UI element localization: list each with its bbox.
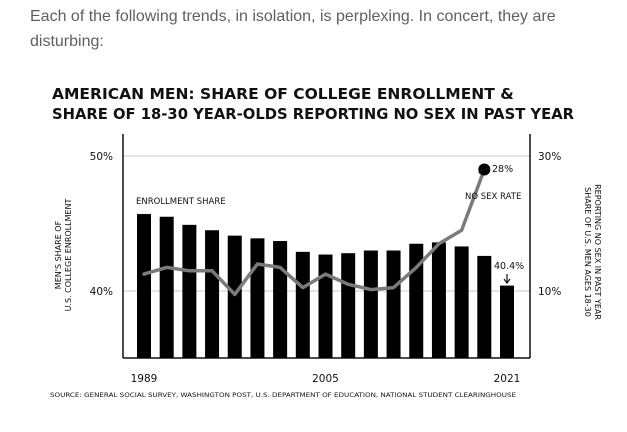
- left-tick-label: 40%: [90, 286, 113, 298]
- annotation-28-percent: 28%: [492, 164, 513, 175]
- right-tick-label: 10%: [538, 286, 561, 298]
- right-axis-label-line1: SHARE OF U.S. MEN AGES 18-30: [583, 187, 592, 317]
- enrollment-bar-2019: [477, 255, 492, 358]
- x-tick-label: 2005: [312, 373, 339, 385]
- right-axis-label-line2: REPORTING NO SEX IN PAST YEAR: [593, 184, 602, 320]
- enrollment-bar-1993: [182, 224, 197, 358]
- enrollment-bar-1989: [137, 214, 151, 358]
- left-axis-label-line2: U.S. COLLEGE ENROLLMENT: [64, 198, 73, 311]
- annotation-40-4-percent: 40.4%: [494, 261, 524, 272]
- annotation-28-arrowhead: [478, 168, 484, 174]
- intro-text: Each of the following trends, in isolati…: [30, 8, 556, 50]
- enrollment-bar-2007: [341, 253, 356, 358]
- enrollment-bar-2015: [431, 242, 446, 358]
- enrollment-bar-1991: [159, 216, 174, 358]
- enrollment-bar-2017: [454, 246, 469, 358]
- enrollment-series-label: ENROLLMENT SHARE: [136, 197, 226, 207]
- no-sex-series-label: NO SEX RATE: [465, 192, 521, 202]
- enrollment-bar-1999: [250, 238, 265, 358]
- x-tick-label: 2021: [494, 373, 521, 385]
- enrollment-bar-2003: [295, 251, 310, 358]
- enrollment-bar-2005: [318, 254, 333, 358]
- x-tick-label: 1989: [131, 373, 158, 385]
- enrollment-bar-2011: [386, 250, 401, 358]
- chart-title-line1: AMERICAN MEN: SHARE OF COLLEGE ENROLLMEN…: [52, 85, 514, 103]
- enrollment-bar-2001: [273, 241, 288, 358]
- source-note: SOURCE: GENERAL SOCIAL SURVEY, WASHINGTO…: [50, 391, 516, 399]
- right-tick-label: 30%: [538, 151, 561, 163]
- left-axis-label-line1: MEN'S SHARE OF: [54, 220, 63, 289]
- annotation-40-4-arrow: [503, 274, 511, 284]
- chart-title-line2: SHARE OF 18-30 YEAR-OLDS REPORTING NO SE…: [52, 105, 574, 123]
- enrollment-bar-1997: [227, 235, 242, 358]
- left-tick-label: 50%: [90, 151, 113, 163]
- enrollment-bar-2021: [500, 285, 514, 358]
- enrollment-bar-2009: [363, 250, 378, 358]
- enrollment-bar-1995: [205, 230, 220, 358]
- no-sex-rate-line: [142, 167, 487, 297]
